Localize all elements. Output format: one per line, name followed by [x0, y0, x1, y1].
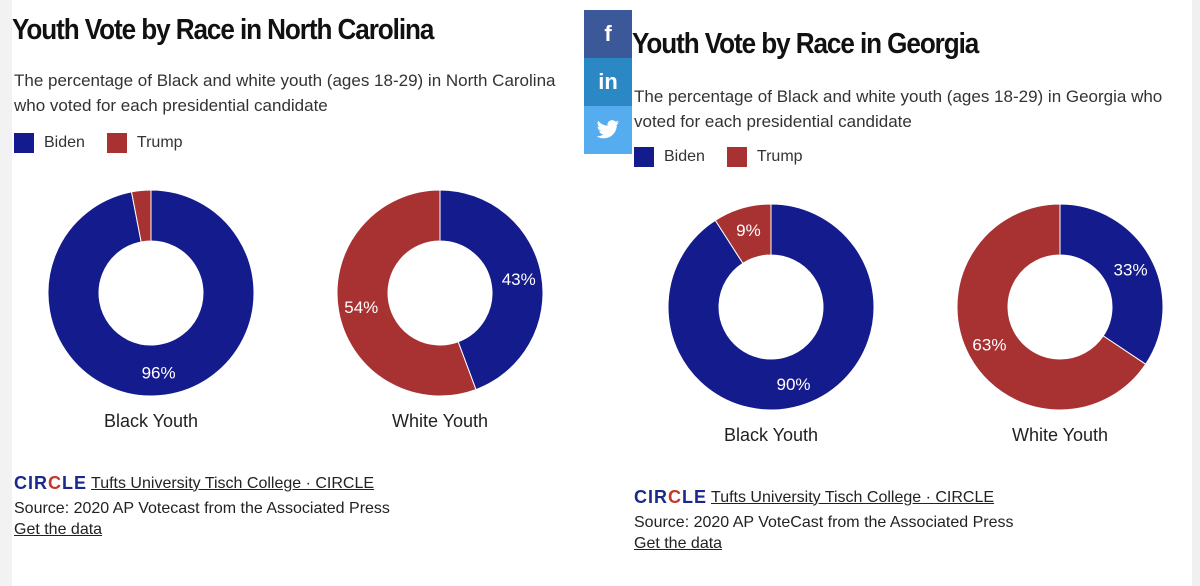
donut-slice-black-youth-trump [714, 203, 772, 264]
donut-label-white-youth: White Youth [1011, 425, 1109, 445]
legend-label-biden: Biden [664, 148, 705, 165]
share-bar: f in [584, 10, 632, 154]
legend-label-biden: Biden [44, 134, 85, 151]
chart-title: Youth Vote by Race in Georgia [632, 28, 979, 60]
get-data-link[interactable]: Get the data [14, 521, 102, 539]
donut-value-label-biden: 43% [502, 270, 536, 289]
get-data-link-text[interactable]: Get the data [14, 521, 103, 538]
legend-label-trump: Trump [756, 148, 803, 165]
donut-slice-white-youth-biden [1059, 203, 1164, 365]
legend-item-trump: Trump [106, 133, 183, 153]
legend-swatch-biden [14, 133, 34, 153]
chart-subtitle: The percentage of Black and white youth … [14, 71, 556, 115]
legend-swatch-trump [726, 147, 747, 167]
donut-label-black-youth: Black Youth [103, 411, 199, 431]
donut-slice-black-youth-biden [47, 189, 255, 397]
circle-logo: CIRCLE [14, 473, 88, 493]
chart-subtitle: The percentage of Black and white youth … [634, 87, 1163, 131]
page-edge-right [1192, 0, 1200, 586]
donut-slice-white-youth-trump [956, 203, 1147, 411]
chart-title: Youth Vote by Race in North Carolina [12, 14, 434, 46]
facebook-icon: f [604, 21, 612, 46]
donut-label-black-youth: Black Youth [723, 425, 819, 445]
linkedin-icon: in [598, 69, 618, 94]
org-link[interactable]: Tufts University Tisch College · CIRCLE [91, 474, 375, 492]
legend-swatch-trump [106, 133, 127, 153]
chart-legend: Biden Trump [634, 147, 825, 167]
donut-slice-black-youth-trump [130, 189, 152, 243]
donut-slice-white-youth-biden [439, 189, 544, 391]
legend-swatch-biden [634, 147, 654, 167]
page-edge-left [0, 0, 12, 586]
chart-panel-georgia: Youth Vote by Race in Georgia The percen… [632, 0, 1200, 586]
donut-label-white-youth: White Youth [391, 411, 489, 431]
circle-logo: CIRCLE [634, 487, 708, 507]
legend-item-biden: Biden [14, 133, 85, 153]
legend-item-trump: Trump [726, 147, 803, 167]
twitter-share-button[interactable] [584, 106, 632, 154]
org-link[interactable]: Tufts University Tisch College · CIRCLE [711, 488, 995, 506]
donut-value-label-biden: 96% [142, 364, 176, 383]
chart-legend: Biden Trump [14, 133, 205, 153]
legend-label-trump: Trump [136, 134, 183, 151]
donut-value-label-trump: 9% [736, 221, 761, 240]
legend-item-biden: Biden [634, 147, 705, 167]
get-data-link[interactable]: Get the data [634, 535, 722, 553]
source-note: Source: 2020 AP Votecast from the Associ… [14, 500, 390, 517]
twitter-bird-icon [596, 120, 620, 139]
donut-value-label-biden: 90% [777, 375, 811, 394]
donut-slice-black-youth-biden [667, 203, 875, 411]
brand-row: CIRCLE Tufts University Tisch College · … [14, 473, 374, 494]
donut-value-label-biden: 33% [1114, 260, 1148, 279]
donut-slice-white-youth-trump [336, 189, 477, 397]
get-data-link-text[interactable]: Get the data [634, 535, 723, 552]
chart-panel-north-carolina: Youth Vote by Race in North Carolina The… [12, 0, 602, 586]
brand-row: CIRCLE Tufts University Tisch College · … [634, 487, 994, 508]
donut-value-label-trump: 63% [972, 336, 1006, 355]
facebook-share-button[interactable]: f [584, 10, 632, 58]
linkedin-share-button[interactable]: in [584, 58, 632, 106]
donut-charts: 90% 9% 33% 63% [667, 203, 1164, 411]
donut-charts: 96% 43% 54% [47, 189, 544, 397]
source-note: Source: 2020 AP VoteCast from the Associ… [634, 514, 1014, 531]
donut-value-label-trump: 54% [344, 298, 378, 317]
